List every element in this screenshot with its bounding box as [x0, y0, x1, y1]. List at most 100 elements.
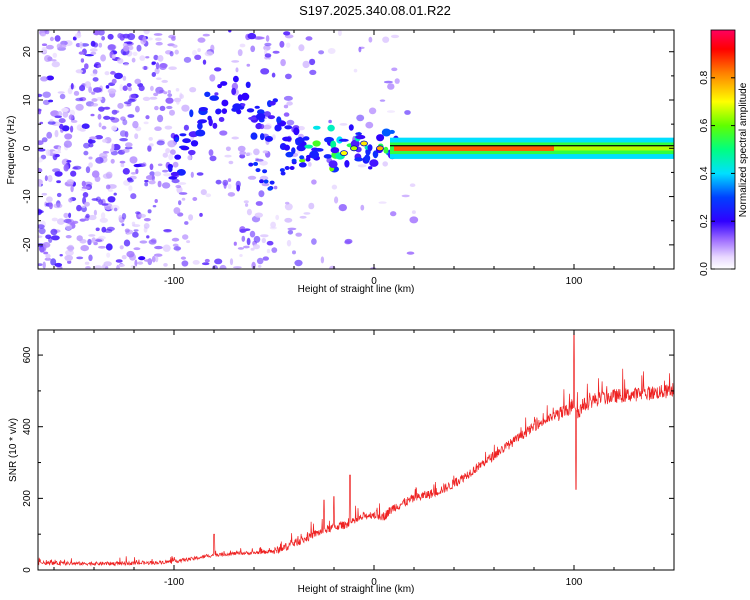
spectrogram-noise-blob — [152, 205, 157, 208]
spectrogram-noise-blob — [239, 43, 246, 48]
spectrogram-noise-blob — [257, 265, 262, 268]
spectrogram-signal-blob — [283, 144, 290, 151]
spectrogram-noise-blob — [104, 266, 109, 269]
spectrogram-noise-blob — [88, 156, 93, 160]
spectrogram-noise-blob — [121, 213, 127, 220]
spectrogram-noise-blob — [117, 102, 124, 109]
spectrogram-noise-blob — [262, 124, 272, 130]
spectrogram-noise-blob — [98, 42, 103, 48]
spectrogram-noise-blob — [171, 237, 180, 242]
spectrogram-signal-blob — [269, 101, 276, 106]
spectrogram-noise-blob — [91, 170, 100, 178]
spectrogram-noise-blob — [209, 155, 217, 162]
spectrogram-signal-blob — [344, 160, 350, 168]
spectrogram-noise-blob — [161, 79, 168, 83]
spectrogram-signal-blob — [279, 168, 285, 173]
spectrogram-signal-blob — [276, 116, 282, 124]
spectrogram-noise-blob — [379, 99, 386, 102]
spectrogram-noise-blob — [167, 140, 177, 148]
spectrogram-noise-blob — [136, 44, 142, 52]
spectrogram-noise-blob — [51, 61, 60, 68]
spectrogram-noise-blob — [209, 74, 216, 82]
spectrogram-noise-blob — [148, 180, 156, 185]
spectrogram-noise-blob — [84, 261, 90, 265]
spectrogram-noise-blob — [339, 123, 348, 126]
spectrogram-noise-blob — [45, 44, 54, 50]
spectrogram-noise-blob — [41, 137, 48, 143]
spectrogram-noise-blob — [67, 244, 74, 252]
spectrogram-noise-blob — [275, 214, 280, 221]
spectrogram-noise-blob — [404, 110, 411, 115]
spectrogram-noise-blob — [54, 115, 62, 119]
spectrogram-signal-blob — [204, 91, 211, 98]
spectrogram-noise-blob — [101, 226, 107, 233]
spectrogram-noise-blob — [154, 105, 159, 111]
spectrogram-noise-blob — [161, 182, 171, 189]
spectrogram-noise-blob — [70, 170, 77, 177]
spectrogram-noise-blob — [266, 240, 274, 246]
spectrogram-noise-blob — [46, 131, 53, 139]
spectrogram-noise-blob — [144, 259, 153, 262]
spectrogram-noise-blob — [170, 149, 176, 155]
spectrogram-noise-blob — [126, 83, 132, 87]
spectrogram-noise-blob — [65, 235, 72, 239]
spectrogram-noise-blob — [328, 119, 332, 124]
spectrogram-noise-blob — [212, 265, 218, 269]
spectrogram-noise-blob — [143, 121, 149, 125]
spectrogram-noise-blob — [146, 235, 150, 239]
spectrogram-signal-blob — [297, 136, 303, 144]
snr-series-line — [38, 331, 674, 567]
spectrogram-noise-blob — [142, 36, 147, 43]
spectrogram-noise-blob — [132, 231, 139, 238]
spectrogram-noise-blob — [156, 140, 165, 146]
spectrogram-noise-blob — [98, 122, 102, 128]
spectrogram-noise-blob — [228, 160, 234, 165]
spectrogram-noise-blob — [98, 199, 104, 205]
spectrogram-noise-blob — [102, 264, 106, 269]
spectrogram-noise-blob — [286, 42, 291, 48]
spectrogram-noise-blob — [165, 97, 174, 104]
spectrogram-noise-blob — [272, 50, 280, 54]
spectrogram-ytick-label: 20 — [22, 46, 33, 58]
spectrogram-noise-blob — [44, 175, 48, 182]
spectrogram-noise-blob — [154, 67, 160, 75]
spectrogram-noise-blob — [124, 146, 133, 150]
spectrogram-noise-blob — [143, 30, 150, 35]
spectrogram-noise-blob — [97, 113, 102, 120]
spectrogram-noise-blob — [144, 182, 149, 187]
spectrogram-noise-blob — [39, 245, 45, 253]
spectrogram-noise-blob — [297, 126, 305, 131]
spectrogram-noise-blob — [180, 256, 186, 260]
spectrogram-noise-blob — [79, 128, 86, 132]
spectrogram-noise-blob — [149, 96, 158, 100]
spectrogram-noise-blob — [111, 54, 116, 59]
spectrogram-signal-blob — [293, 127, 300, 136]
spectrogram-noise-blob — [104, 71, 110, 76]
spectrogram-noise-blob — [38, 93, 43, 98]
spectrogram-noise-blob — [48, 202, 53, 210]
spectrogram-noise-blob — [117, 33, 123, 39]
spectrogram-noise-blob — [215, 179, 222, 185]
spectrogram-signal-blob — [198, 107, 208, 112]
spectrogram-noise-blob — [135, 168, 139, 175]
spectrogram-noise-blob — [196, 172, 204, 176]
spectrogram-signal-blob — [259, 179, 264, 184]
spectrogram-noise-blob — [75, 43, 81, 48]
spectrogram-noise-blob — [356, 114, 365, 122]
spectrogram-noise-blob — [237, 247, 244, 250]
spectrogram-noise-blob — [61, 107, 69, 112]
spectrogram-noise-blob — [123, 239, 131, 247]
spectrogram-signal-blob — [367, 144, 373, 152]
spectrogram-noise-blob — [181, 104, 190, 112]
spectrogram-noise-blob — [129, 156, 138, 164]
snr-ytick-label: 200 — [22, 490, 33, 507]
spectrogram-noise-blob — [166, 105, 173, 110]
spectrogram-noise-blob — [119, 138, 128, 142]
spectrogram-noise-blob — [123, 63, 129, 66]
spectrogram-noise-blob — [309, 58, 316, 66]
spectrogram-noise-blob — [119, 160, 126, 164]
spectrogram-noise-blob — [199, 212, 203, 217]
spectrogram-noise-blob — [320, 256, 325, 264]
carrier-outline — [390, 145, 674, 147]
